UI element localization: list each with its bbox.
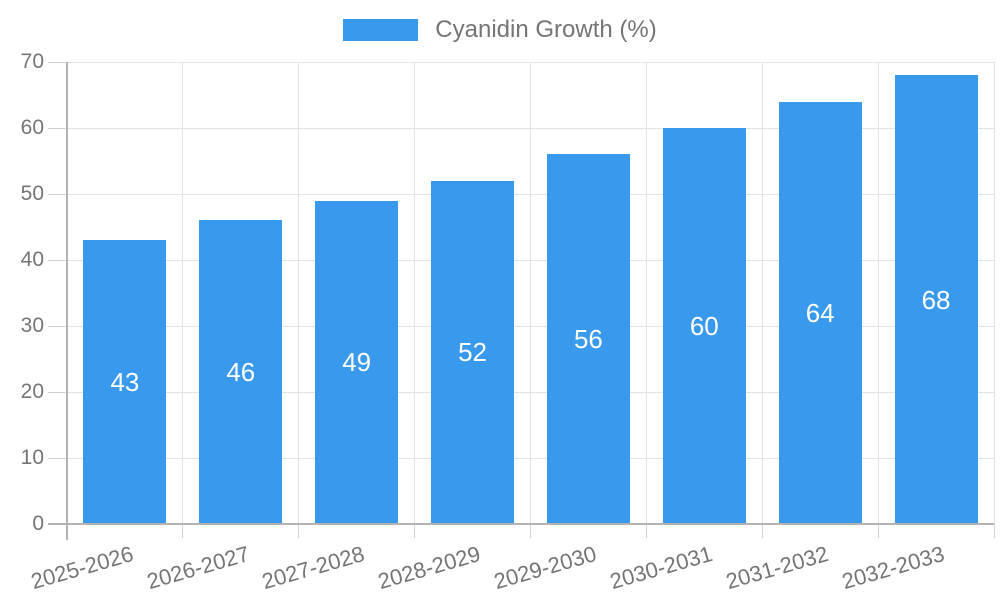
x-tick <box>298 524 300 538</box>
bar[interactable] <box>894 75 978 524</box>
bar[interactable] <box>546 154 630 524</box>
bar[interactable] <box>431 180 515 524</box>
y-axis-line <box>66 62 68 540</box>
bar-value-label: 60 <box>689 311 719 341</box>
x-gridline <box>530 62 531 524</box>
x-gridline <box>182 62 184 524</box>
x-axis-label: 2025-2026 <box>27 541 136 595</box>
x-gridline <box>645 62 647 524</box>
y-axis-label: 40 <box>20 248 44 271</box>
x-gridline <box>761 62 763 524</box>
x-tick <box>877 524 879 538</box>
x-axis-label: 2031-2032 <box>723 541 832 595</box>
bar-value-label: 52 <box>458 337 488 368</box>
x-axis-line <box>48 523 994 525</box>
x-tick <box>645 524 647 538</box>
bar-value-label: 46 <box>226 357 256 388</box>
x-axis-label: 2028-2029 <box>375 541 484 595</box>
bar[interactable] <box>778 101 862 524</box>
x-tick <box>993 524 995 538</box>
bar[interactable] <box>315 200 399 524</box>
bar[interactable] <box>83 240 167 524</box>
x-tick <box>414 524 416 538</box>
y-axis-label: 20 <box>20 380 44 403</box>
x-axis-label: 2030-2031 <box>607 541 716 595</box>
bar-value-label: 43 <box>110 367 140 398</box>
x-tick <box>530 524 531 538</box>
legend[interactable]: Cyanidin Growth (%) <box>0 16 1000 43</box>
bar-value-label: 68 <box>921 284 951 315</box>
x-gridline <box>414 62 416 524</box>
bar[interactable] <box>662 128 746 524</box>
x-axis-label: 2032-2033 <box>838 541 947 595</box>
y-axis-label: 70 <box>20 50 44 73</box>
bar-value-label: 56 <box>573 324 603 355</box>
x-gridline <box>993 62 995 524</box>
x-axis-label: 2027-2028 <box>259 541 368 595</box>
y-axis-label: 60 <box>20 116 44 139</box>
y-tick <box>48 259 67 261</box>
y-axis-label: 0 <box>32 512 44 535</box>
x-tick <box>761 524 763 538</box>
x-axis-label: 2026-2027 <box>143 541 252 595</box>
bar[interactable] <box>199 220 283 524</box>
x-tick <box>182 524 184 538</box>
x-axis-label: 2029-2030 <box>491 541 600 595</box>
y-tick <box>48 457 67 459</box>
y-tick <box>48 391 67 393</box>
y-tick <box>48 127 67 129</box>
y-axis-label: 50 <box>20 182 44 205</box>
bar-value-label: 64 <box>805 297 835 328</box>
x-gridline <box>877 62 879 524</box>
y-axis-label: 10 <box>20 446 44 469</box>
y-tick <box>48 61 67 63</box>
x-gridline <box>298 62 300 524</box>
legend-swatch-icon <box>343 19 419 42</box>
y-tick <box>48 325 67 327</box>
legend-label: Cyanidin Growth (%) <box>435 16 657 43</box>
y-axis-label: 30 <box>20 314 44 337</box>
y-tick <box>48 193 67 195</box>
bar-value-label: 49 <box>342 347 372 378</box>
